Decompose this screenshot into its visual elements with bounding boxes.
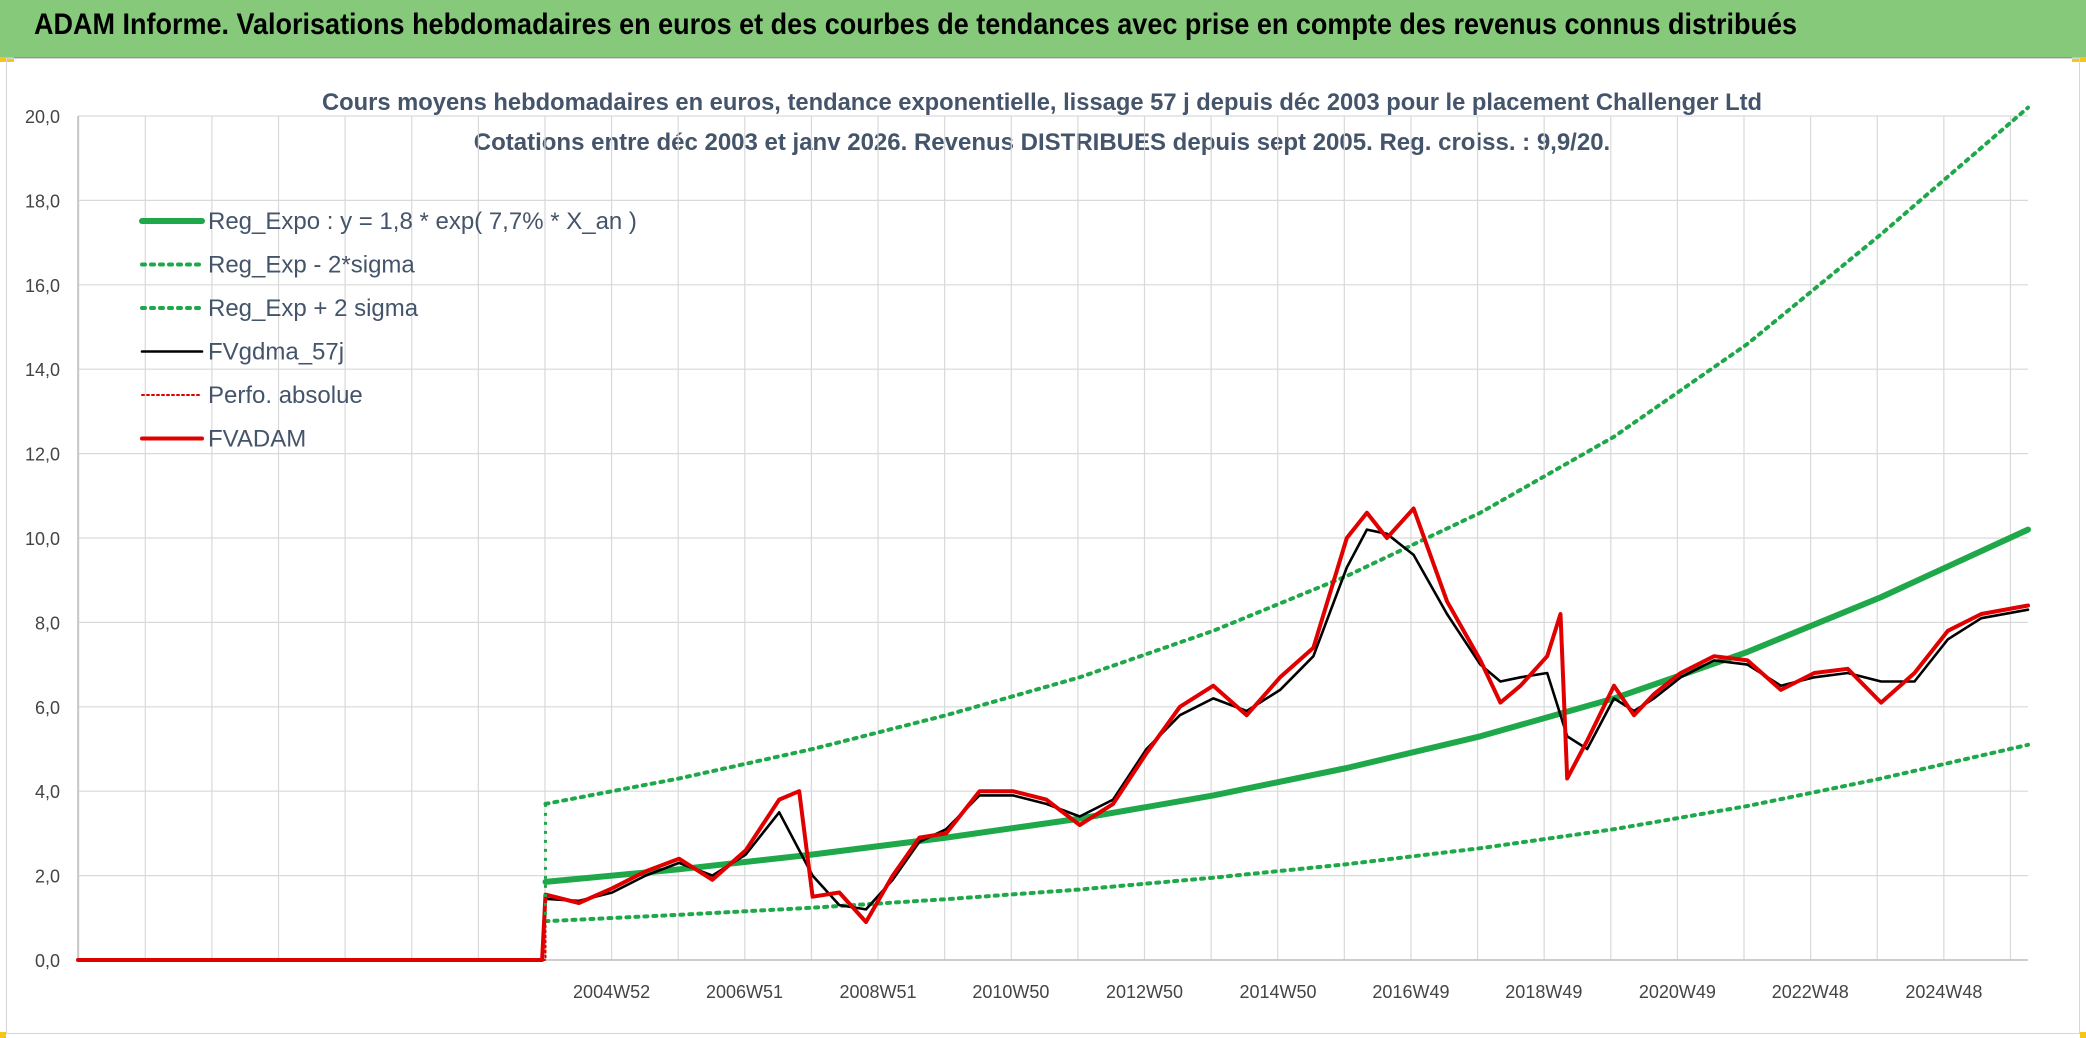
x-tick-label: 2020W49	[1639, 982, 1716, 1002]
y-tick-label: 10,0	[25, 529, 60, 549]
y-tick-label: 18,0	[25, 191, 60, 211]
y-tick-label: 4,0	[35, 782, 60, 802]
y-tick-label: 16,0	[25, 276, 60, 296]
report-title: ADAM Informe. Valorisations hebdomadaire…	[34, 8, 1798, 41]
legend-label: FVADAM	[208, 426, 306, 453]
x-tick-label: 2008W51	[840, 982, 917, 1002]
x-tick-label: 2022W48	[1772, 982, 1849, 1002]
series-line-1	[543, 742, 2030, 924]
legend-label: Reg_Exp + 2 sigma	[208, 295, 419, 322]
series-line-5	[76, 506, 2030, 962]
series-line-3	[544, 528, 2030, 911]
y-tick-label: 12,0	[25, 445, 60, 465]
x-tick-label: 2006W51	[706, 982, 783, 1002]
series-line-0	[542, 526, 2031, 885]
legend-label: Reg_Exp - 2*sigma	[208, 252, 415, 279]
y-tick-label: 2,0	[35, 867, 60, 887]
x-tick-label: 2016W49	[1372, 982, 1449, 1002]
x-tick-label: 2010W50	[972, 982, 1049, 1002]
legend-label: Reg_Expo : y = 1,8 * exp( 7,7% * X_an )	[208, 208, 637, 235]
corner-mark-bottom-right	[2080, 1032, 2086, 1038]
y-tick-label: 20,0	[25, 107, 60, 127]
legend-label: FVgdma_57j	[208, 339, 344, 366]
chart-subtitle: Cotations entre déc 2003 et janv 2026. R…	[474, 129, 1610, 156]
corner-mark-bottom-left	[0, 1032, 6, 1038]
chart-title: Cours moyens hebdomadaires en euros, ten…	[322, 89, 1762, 116]
y-tick-label: 6,0	[35, 698, 60, 718]
x-tick-label: 2014W50	[1240, 982, 1317, 1002]
corner-mark-left	[0, 57, 14, 62]
x-tick-label: 2018W49	[1505, 982, 1582, 1002]
x-tick-label: 2012W50	[1106, 982, 1183, 1002]
legend-label: Perfo. absolue	[208, 382, 363, 409]
series-line-4	[77, 895, 547, 961]
series-line-2	[543, 105, 2030, 806]
y-tick-label: 14,0	[25, 360, 60, 380]
y-tick-label: 8,0	[35, 613, 60, 633]
x-tick-label: 2004W52	[573, 982, 650, 1002]
x-tick-label: 2024W48	[1905, 982, 1982, 1002]
chart-frame	[6, 58, 2080, 1034]
y-tick-label: 0,0	[35, 951, 60, 971]
report-banner: ADAM Informe. Valorisations hebdomadaire…	[0, 0, 2086, 58]
